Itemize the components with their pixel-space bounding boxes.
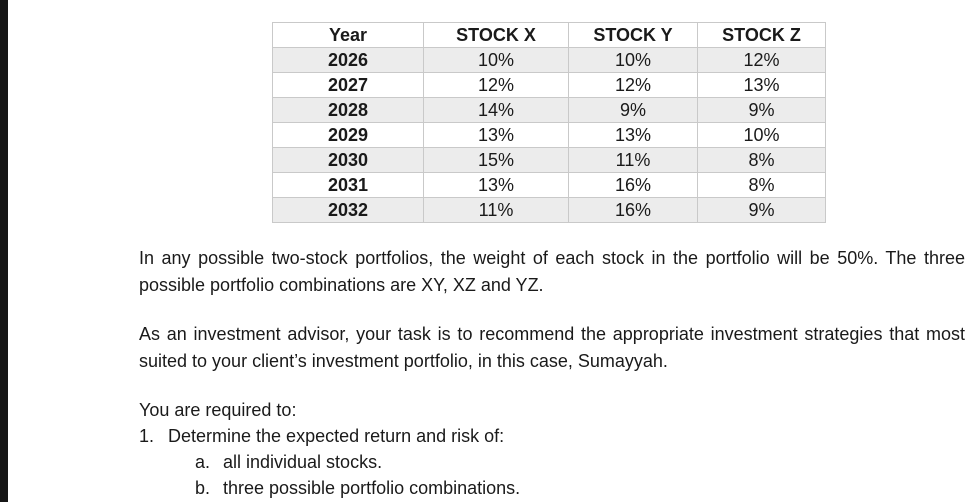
stock-x-return-cell: 14% xyxy=(423,97,569,123)
stock-z-return-cell: 8% xyxy=(697,147,826,173)
stock-x-return-cell: 15% xyxy=(423,147,569,173)
col-header-stock-y: STOCK Y xyxy=(568,22,698,48)
col-header-year: Year xyxy=(272,22,424,48)
advisor-task-paragraph: As an investment advisor, your task is t… xyxy=(139,324,965,371)
year-cell: 2029 xyxy=(272,122,424,148)
stock-x-return-cell: 12% xyxy=(423,72,569,98)
stock-x-return-cell: 10% xyxy=(423,47,569,73)
stock-y-return-cell: 13% xyxy=(568,122,698,148)
stock-y-return-cell: 10% xyxy=(568,47,698,73)
stock-y-return-cell: 16% xyxy=(568,172,698,198)
year-cell: 2028 xyxy=(272,97,424,123)
col-header-stock-x: STOCK X xyxy=(423,22,569,48)
stock-z-return-cell: 9% xyxy=(697,197,826,223)
stock-y-return-cell: 16% xyxy=(568,197,698,223)
col-header-stock-z: STOCK Z xyxy=(697,22,826,48)
requirement-item-1b-marker: b. xyxy=(195,478,211,498)
stock-z-return-cell: 9% xyxy=(697,97,826,123)
year-cell: 2027 xyxy=(272,72,424,98)
requirement-item-1b-text: three possible portfolio combinations. xyxy=(223,478,521,498)
question-text-block: In any possible two-stock portfolios, th… xyxy=(139,245,965,501)
table-header-row: Year STOCK X STOCK Y STOCK Z xyxy=(272,22,826,48)
table-row: 2031 13% 16% 8% xyxy=(272,172,826,198)
requirement-item-1-text: Determine the expected return and risk o… xyxy=(168,426,505,446)
stock-x-return-cell: 11% xyxy=(423,197,569,223)
table-row: 2030 15% 11% 8% xyxy=(272,147,826,173)
stock-z-return-cell: 10% xyxy=(697,122,826,148)
stock-y-return-cell: 11% xyxy=(568,147,698,173)
year-cell: 2026 xyxy=(272,47,424,73)
year-cell: 2032 xyxy=(272,197,424,223)
stock-z-return-cell: 8% xyxy=(697,172,826,198)
requirement-item-1a-marker: a. xyxy=(195,452,211,472)
requirement-item-1b: b. three possible portfolio combinations… xyxy=(195,475,965,501)
stock-x-return-cell: 13% xyxy=(423,172,569,198)
stock-z-return-cell: 13% xyxy=(697,72,826,98)
table-row: 2032 11% 16% 9% xyxy=(272,197,826,223)
requirement-item-1a: a. all individual stocks. xyxy=(195,449,965,475)
stock-x-return-cell: 13% xyxy=(423,122,569,148)
left-edge-bar xyxy=(0,0,8,502)
requirement-item-1a-text: all individual stocks. xyxy=(223,452,383,472)
table-row: 2029 13% 13% 10% xyxy=(272,122,826,148)
table-row: 2028 14% 9% 9% xyxy=(272,97,826,123)
stock-z-return-cell: 12% xyxy=(697,47,826,73)
stock-y-return-cell: 12% xyxy=(568,72,698,98)
requirement-item-1: 1. Determine the expected return and ris… xyxy=(139,423,965,449)
table-row: 2027 12% 12% 13% xyxy=(272,72,826,98)
portfolio-info-paragraph: In any possible two-stock portfolios, th… xyxy=(139,248,965,295)
requirements-intro: You are required to: xyxy=(139,400,297,420)
stock-y-return-cell: 9% xyxy=(568,97,698,123)
year-cell: 2031 xyxy=(272,172,424,198)
table-row: 2026 10% 10% 12% xyxy=(272,47,826,73)
stock-returns-table: Year STOCK X STOCK Y STOCK Z 2026 10% 10… xyxy=(272,22,826,223)
year-cell: 2030 xyxy=(272,147,424,173)
requirement-item-1-marker: 1. xyxy=(139,426,155,446)
